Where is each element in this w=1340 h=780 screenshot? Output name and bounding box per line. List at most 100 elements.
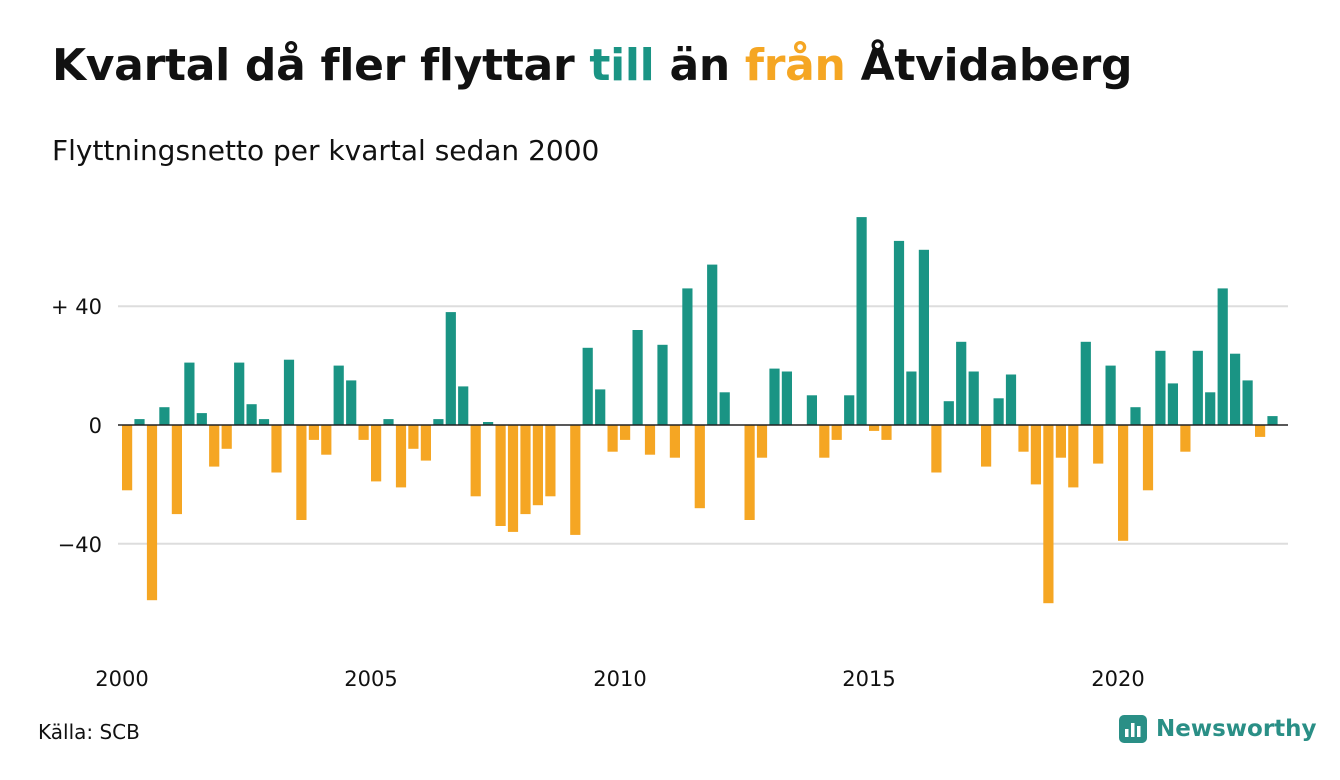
bar-2000-K4 [159,407,170,425]
bar-2009-K3 [595,389,606,425]
bar-2006-K1 [420,425,431,461]
bar-2022-K1 [1217,288,1228,425]
bar-layer [122,217,1278,604]
bar-2007-K3 [495,425,506,526]
title-highlight-fran: från [744,40,846,91]
bar-2004-K2 [333,365,344,425]
bar-2004-K3 [346,380,357,425]
newsworthy-logo-icon [1119,715,1147,743]
bar-2001-K4 [209,425,220,467]
bar-2006-K3 [445,312,456,425]
bar-2022-K4 [1255,425,1266,437]
title-part-5: Åtvidaberg [845,40,1133,91]
y-tick-label: 0 [89,414,102,438]
bar-2011-K3 [694,425,705,509]
bar-2017-K1 [968,371,979,425]
bar-2017-K4 [1005,374,1017,425]
y-tick-label: + 40 [51,295,102,319]
bar-2019-K2 [1080,341,1091,425]
title-part-1: Kvartal då fler flyttar [52,40,590,91]
bar-2002-K1 [221,425,232,449]
bar-2012-K1 [719,392,730,425]
bar-2014-K1 [819,425,830,458]
title-highlight-till: till [589,40,655,91]
bar-2000-K3 [146,425,158,601]
chart-title: Kvartal då fler flyttar till än från Åtv… [52,40,1132,91]
bar-2016-K1 [918,249,929,425]
y-tick-label: −40 [58,533,102,557]
bar-2013-K2 [781,371,792,425]
bar-2011-K4 [707,264,718,425]
bar-2019-K4 [1105,365,1116,425]
bar-2004-K1 [321,425,332,455]
bar-2021-K2 [1180,425,1191,452]
bar-2009-K4 [607,425,618,452]
bar-2007-K4 [507,425,519,532]
bar-2011-K2 [682,288,693,425]
bar-2015-K3 [893,240,905,425]
bar-2013-K4 [806,395,817,425]
bar-2009-K2 [582,347,593,425]
newsworthy-logo: Newsworthy [1118,714,1317,744]
bar-2016-K4 [956,341,967,425]
bar-2014-K3 [844,395,855,425]
bar-2008-K1 [520,425,531,515]
bar-2016-K3 [943,401,954,425]
bar-2006-K4 [458,386,469,425]
bar-2012-K3 [744,425,755,520]
bar-2019-K3 [1093,425,1104,464]
bar-2000-K1 [122,425,133,491]
label-layer: + 40 0 −40 2000 2005 2010 2015 2020 [51,295,1145,691]
bar-2003-K3 [296,425,307,520]
bar-2020-K2 [1130,407,1141,425]
bar-2017-K2 [981,425,992,467]
bar-2020-K4 [1155,350,1166,426]
bar-2021-K4 [1205,392,1216,425]
bar-2010-K2 [632,330,643,425]
bar-2018-K2 [1030,425,1041,485]
bar-2012-K4 [756,425,768,458]
bar-2010-K4 [657,344,668,425]
x-tick-label: 2010 [593,667,646,691]
bar-2003-K1 [271,425,282,473]
chart-subtitle: Flyttningsnetto per kvartal sedan 2000 [52,134,600,167]
newsworthy-logo-text: Newsworthy [1156,716,1317,742]
bar-2018-K1 [1018,425,1029,452]
title-part-3: än [654,40,745,91]
bar-2013-K1 [769,368,780,425]
bar-2007-K1 [470,425,481,497]
bar-2010-K1 [620,425,631,440]
bar-2001-K1 [171,425,182,515]
source-note: Källa: SCB [38,720,140,744]
bar-2006-K2 [433,419,444,425]
bar-2000-K2 [134,419,145,425]
bar-2010-K3 [644,425,656,455]
x-tick-label: 2000 [95,667,148,691]
bar-2015-K1 [869,425,880,431]
bar-2003-K4 [308,425,319,440]
x-tick-label: 2015 [842,667,895,691]
bar-2001-K2 [184,362,195,425]
bar-2023-K1 [1267,416,1278,425]
bar-2014-K2 [831,425,842,440]
bar-2020-K1 [1118,425,1129,541]
bar-2004-K4 [358,425,369,440]
bar-2015-K4 [906,371,917,425]
bar-2007-K2 [483,422,494,425]
bar-2018-K3 [1043,425,1054,604]
bar-2021-K3 [1192,350,1203,426]
grid-layer [118,305,1288,545]
bar-2017-K3 [993,398,1004,425]
bar-2016-K2 [931,425,942,473]
bar-2022-K3 [1242,380,1253,425]
bar-2011-K1 [669,425,680,458]
bar-2008-K2 [532,425,543,506]
bar-2002-K2 [234,362,245,425]
bar-2021-K1 [1167,383,1178,425]
bar-2014-K4 [856,217,867,425]
bar-2005-K1 [371,425,382,482]
bar-2003-K2 [283,359,295,425]
bar-2009-K1 [570,425,581,535]
bar-2005-K3 [395,425,407,488]
bar-2002-K3 [246,404,257,425]
